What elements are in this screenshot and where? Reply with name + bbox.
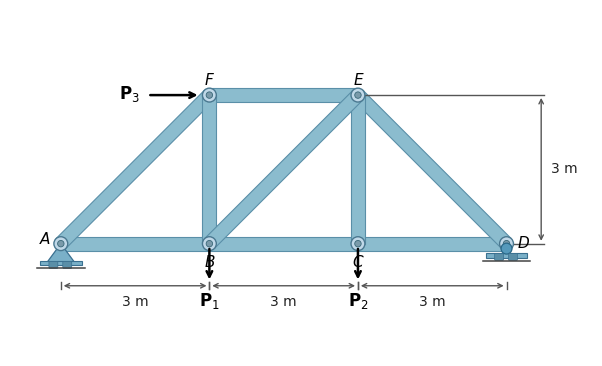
Circle shape xyxy=(206,240,213,247)
Polygon shape xyxy=(202,95,216,244)
Text: C: C xyxy=(353,255,363,270)
Circle shape xyxy=(351,88,365,102)
Circle shape xyxy=(500,237,514,251)
Circle shape xyxy=(355,240,361,247)
Text: 3 m: 3 m xyxy=(551,163,578,176)
Text: $\mathbf{P}_1$: $\mathbf{P}_1$ xyxy=(199,291,220,311)
Circle shape xyxy=(58,240,64,247)
Circle shape xyxy=(503,240,510,247)
Polygon shape xyxy=(56,90,214,249)
Polygon shape xyxy=(209,88,358,102)
Text: F: F xyxy=(205,73,214,88)
Circle shape xyxy=(351,237,365,251)
FancyBboxPatch shape xyxy=(49,261,58,268)
Circle shape xyxy=(355,92,361,98)
Text: A: A xyxy=(40,232,50,247)
Polygon shape xyxy=(205,90,363,249)
Circle shape xyxy=(54,237,68,251)
Polygon shape xyxy=(353,90,512,249)
Circle shape xyxy=(206,92,213,98)
FancyBboxPatch shape xyxy=(509,254,517,261)
Circle shape xyxy=(501,243,512,254)
Polygon shape xyxy=(61,237,209,251)
FancyBboxPatch shape xyxy=(495,254,503,261)
Polygon shape xyxy=(358,237,506,251)
FancyBboxPatch shape xyxy=(63,261,72,268)
Text: 3 m: 3 m xyxy=(270,295,297,309)
Text: 3 m: 3 m xyxy=(419,295,445,309)
Bar xyxy=(40,261,82,265)
Polygon shape xyxy=(351,95,365,244)
Polygon shape xyxy=(47,244,75,262)
Text: $\mathbf{P}_3$: $\mathbf{P}_3$ xyxy=(119,84,140,104)
Text: $\mathbf{P}_2$: $\mathbf{P}_2$ xyxy=(347,291,368,311)
Bar xyxy=(486,253,527,258)
Text: E: E xyxy=(353,73,363,88)
Text: D: D xyxy=(518,236,530,251)
Circle shape xyxy=(202,88,216,102)
Circle shape xyxy=(202,237,216,251)
Text: B: B xyxy=(204,255,215,270)
Text: 3 m: 3 m xyxy=(122,295,149,309)
Polygon shape xyxy=(209,237,358,251)
